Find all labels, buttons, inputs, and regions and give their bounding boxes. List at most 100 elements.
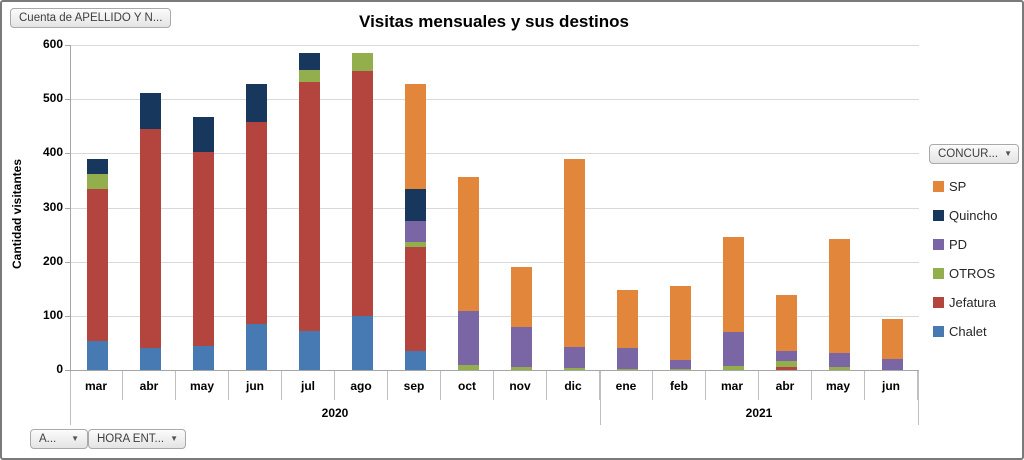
bar-segment-otros — [670, 368, 691, 370]
bar-segment-quincho — [87, 158, 108, 175]
legend-label: Chalet — [949, 324, 987, 339]
legend-swatch-icon — [933, 297, 944, 308]
pivot-axis-field-1-label: A... — [39, 433, 57, 445]
bar-segment-otros — [617, 368, 638, 370]
year-label: 2020 — [321, 405, 349, 420]
y-tick-label: 600 — [42, 37, 63, 51]
month-label: may — [176, 371, 229, 400]
chevron-down-icon: ▼ — [170, 434, 179, 443]
year-label: 2021 — [745, 405, 773, 420]
bar-segment-sp — [670, 286, 691, 361]
bar-segment-quincho — [405, 189, 426, 221]
y-axis-tick — [65, 99, 70, 101]
bar-segment-quincho — [299, 53, 320, 70]
bar-segment-sp — [829, 238, 850, 354]
y-axis-tick — [65, 370, 70, 371]
bar-segment-sp — [511, 267, 532, 327]
bar-segment-pd — [405, 220, 426, 243]
pivot-legend-field-label: CONCUR... — [938, 148, 999, 160]
bar-segment-chalet — [352, 315, 373, 370]
bar-segment-chalet — [87, 340, 108, 370]
legend-swatch-icon — [933, 326, 944, 337]
pivot-axis-field-button-1[interactable]: A... ▼ — [30, 429, 88, 449]
bar-segment-sp — [882, 318, 903, 360]
legend-label: Jefatura — [949, 295, 996, 310]
gridline — [71, 99, 919, 101]
bar-segment-jefatura — [405, 246, 426, 351]
year-axis-row: 2020 2021 — [70, 400, 918, 425]
gridline — [71, 45, 919, 46]
bar-segment-pd — [617, 348, 638, 369]
bar-segment-otros — [723, 365, 744, 370]
bar-segment-otros — [776, 361, 797, 367]
bar-segment-chalet — [140, 348, 161, 370]
bar-segment-pd — [723, 332, 744, 366]
legend-item-pd: PD — [933, 230, 997, 259]
legend-item-jefatura: Jefatura — [933, 288, 997, 317]
legend-item-chalet: Chalet — [933, 317, 997, 346]
legend-swatch-icon — [933, 210, 944, 221]
gridline — [71, 315, 919, 317]
bar-segment-chalet — [405, 350, 426, 370]
y-tick-label: 300 — [42, 199, 63, 214]
gridline — [71, 207, 919, 209]
axis-group-separator — [70, 371, 71, 425]
month-label: jun — [865, 371, 918, 400]
plot-area: 0 100 200 300 400 500 600 — [43, 37, 919, 376]
bar-segment-pd — [564, 346, 585, 369]
chevron-down-icon: ▼ — [1004, 149, 1012, 158]
y-axis-tick — [65, 153, 70, 155]
pivot-axis-field-2-label: HORA ENT... — [97, 433, 165, 445]
bar-segment-quincho — [193, 117, 214, 153]
legend-label: PD — [949, 237, 968, 252]
month-label: feb — [653, 371, 706, 400]
bar-segment-otros — [87, 174, 108, 190]
y-axis-tick — [65, 45, 70, 46]
bar-segment-sp — [723, 237, 744, 333]
bar-segment-quincho — [140, 92, 161, 129]
bar-segment-pd — [670, 360, 691, 369]
month-label: oct — [441, 371, 494, 400]
chevron-down-icon: ▼ — [71, 434, 79, 443]
bar-segment-pd — [511, 326, 532, 368]
gridline — [71, 261, 919, 263]
bar-segment-sp — [617, 290, 638, 349]
bar-segment-sp — [458, 177, 479, 311]
month-label: dic — [547, 371, 600, 400]
month-label: jun — [229, 371, 282, 400]
legend-label: OTROS — [949, 266, 996, 281]
legend-item-sp: SP — [933, 172, 997, 201]
month-label: ene — [600, 371, 653, 400]
month-axis-row: mar abr may jun jul ago sep oct nov dic ene feb mar a… — [70, 371, 918, 400]
bar-segment-otros — [352, 53, 373, 71]
bar-segment-jefatura — [776, 366, 797, 370]
pivot-value-field-button[interactable]: Cuenta de APELLIDO Y N... — [10, 8, 172, 28]
chart-title: Visitas mensuales y sus destinos — [359, 12, 629, 31]
pivot-value-field-label: Cuenta de APELLIDO Y N... — [19, 12, 163, 24]
legend-swatch-icon — [933, 181, 944, 192]
y-tick-label: 200 — [42, 253, 63, 268]
y-tick-label: 100 — [42, 307, 63, 322]
bar-segment-pd — [458, 310, 479, 365]
bar-segment-otros — [511, 367, 532, 370]
month-label: jul — [282, 371, 335, 400]
bar-segment-pd — [776, 351, 797, 362]
y-tick-label: 0 — [56, 362, 63, 376]
bar-segment-sp — [405, 84, 426, 190]
legend-item-quincho: Quincho — [933, 201, 997, 230]
bar-segment-otros — [299, 69, 320, 83]
bar-segment-sp — [564, 158, 585, 347]
bar-segment-chalet — [193, 345, 214, 370]
bar-segment-otros — [458, 364, 479, 370]
month-label: mar — [706, 371, 759, 400]
bar-segment-jefatura — [193, 152, 214, 346]
pivot-axis-field-button-2[interactable]: HORA ENT... ▼ — [88, 429, 186, 449]
axis-group-separator — [600, 371, 601, 425]
month-label: mar — [70, 371, 123, 400]
bar-segment-jefatura — [140, 128, 161, 349]
month-label: nov — [494, 371, 547, 400]
legend-swatch-icon — [933, 239, 944, 250]
y-axis-tick — [65, 207, 70, 209]
pivot-legend-field-button[interactable]: CONCUR... ▼ — [929, 144, 1019, 164]
